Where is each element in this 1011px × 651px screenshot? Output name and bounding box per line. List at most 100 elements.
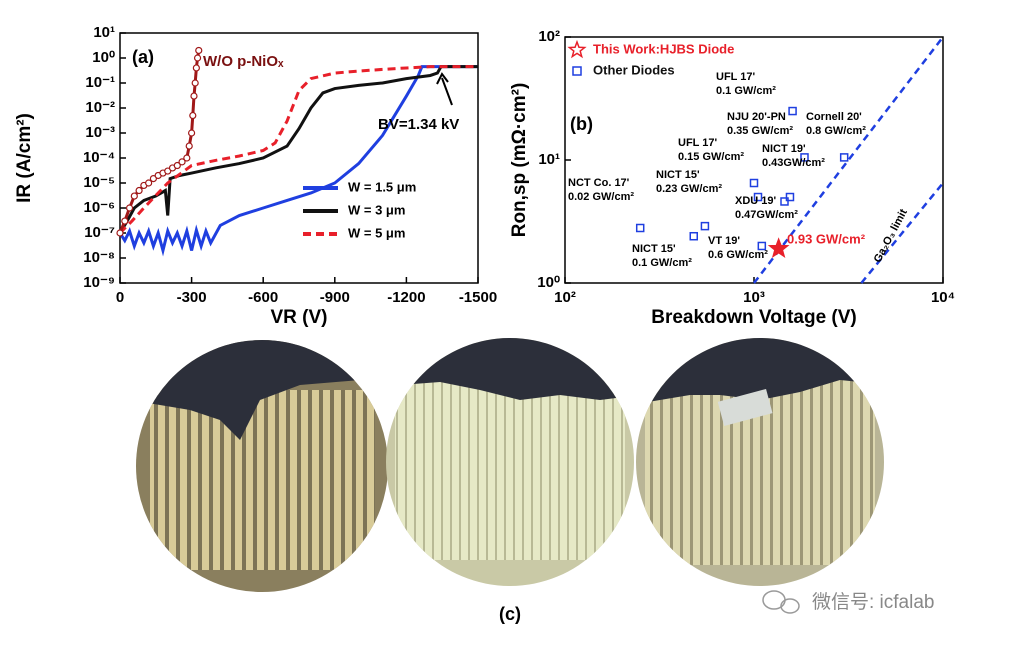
series-line xyxy=(118,65,478,235)
point xyxy=(193,54,202,62)
annotation: Cornell 20' xyxy=(806,111,862,123)
point xyxy=(125,204,134,212)
panel-label: (c) xyxy=(499,604,521,624)
legend-label: W = 1.5 μm xyxy=(348,179,416,194)
y-tick-label: 10⁻⁶ xyxy=(83,199,115,216)
x-tick-label: 10² xyxy=(554,289,576,306)
point xyxy=(191,79,199,87)
legend-label: W = 5 μm xyxy=(348,225,405,240)
annotation: NICT 15' xyxy=(632,243,676,255)
point xyxy=(130,192,138,200)
series-line xyxy=(118,65,478,234)
y-axis-label: Ron,sp (mΩ·cm²) xyxy=(509,83,530,238)
y-tick-label: 10⁻⁴ xyxy=(83,149,115,166)
annotation: 0.23 GW/cm² xyxy=(656,183,722,195)
y-axis-label: IR (A/cm²) xyxy=(14,113,35,203)
point xyxy=(757,241,767,251)
chart-line: 0 -300 -600 -900 -1200 -1500 10⁻⁹ 10⁻⁸ 10⁻⁷ 10⁻⁶ 1… xyxy=(14,24,497,328)
photo-2 xyxy=(386,338,634,586)
point xyxy=(689,231,699,241)
annotation: 0.43GW/cm² xyxy=(762,157,825,169)
point xyxy=(788,106,797,116)
point xyxy=(192,64,200,72)
y-tick-label: 10⁻³ xyxy=(85,124,115,141)
x-axis-label: VR (V) xyxy=(271,307,328,328)
x-axis-label: Breakdown Voltage (V) xyxy=(651,307,857,328)
x-tick-label: -1200 xyxy=(387,289,425,306)
x-tick-label: 10³ xyxy=(743,289,765,306)
annotation: VT 19' xyxy=(708,235,740,247)
y-tick-label: 10¹ xyxy=(538,151,560,168)
point xyxy=(767,237,790,258)
annotation: 0.47GW/cm² xyxy=(735,209,798,221)
annotation: 0.1 GW/cm² xyxy=(716,85,776,97)
annotation: 0.6 GW/cm² xyxy=(708,249,768,261)
series-line xyxy=(118,65,478,257)
point xyxy=(195,46,203,55)
annotation: NCT Co. 17' xyxy=(568,177,630,189)
photo-1 xyxy=(136,340,388,592)
point xyxy=(753,192,763,202)
point xyxy=(183,154,191,162)
x-tick-label: -300 xyxy=(177,289,207,306)
y-tick-label: 10⁰ xyxy=(92,49,115,66)
point xyxy=(780,197,789,206)
limit-line xyxy=(753,36,944,284)
point xyxy=(635,223,645,233)
point xyxy=(839,153,849,162)
point xyxy=(116,229,124,237)
point xyxy=(700,221,710,231)
annotation: 0.8 GW/cm² xyxy=(806,125,866,137)
annotation: NICT 15' xyxy=(656,169,700,181)
point xyxy=(189,111,197,120)
annotation: 0.93 GW/cm² xyxy=(787,231,866,246)
point xyxy=(188,129,196,137)
annotation: 0.1 GW/cm² xyxy=(632,257,692,269)
x-tick-label: 0 xyxy=(116,289,124,306)
legend-swatch xyxy=(567,39,587,59)
y-tick-label: 10⁻⁵ xyxy=(83,174,115,191)
point xyxy=(121,217,129,225)
panel-label: (b) xyxy=(570,114,593,134)
annotation: 0.02 GW/cm² xyxy=(568,191,634,203)
annotation: NJU 20'-PN xyxy=(727,111,786,123)
chart-scatter: 10² 10³ 10⁴ 10⁰ 10¹ 10² Breakdown Voltage (V) R… xyxy=(509,28,955,328)
annotation: NICT 19' xyxy=(762,143,806,155)
point xyxy=(800,153,809,162)
annotation: XDU 19' xyxy=(735,195,777,207)
point xyxy=(145,179,153,187)
y-tick-label: 10⁻⁷ xyxy=(84,224,115,241)
annotation: 0.35 GW/cm² xyxy=(727,125,793,137)
plot-frame xyxy=(119,32,479,284)
y-tick-label: 10¹ xyxy=(93,24,115,41)
legend-label: Other Diodes xyxy=(593,62,675,77)
watermark: 微信号: icfalab xyxy=(812,591,934,613)
legend-swatch xyxy=(572,66,582,76)
annotation: UFL 17' xyxy=(678,137,717,149)
annotation-arrow xyxy=(436,72,453,106)
point xyxy=(135,186,143,195)
point xyxy=(178,158,186,166)
annotation: W/O p-NiOₓ xyxy=(203,53,284,70)
y-tick-label: 10⁻² xyxy=(85,99,115,116)
photo-3 xyxy=(636,338,884,586)
y-tick-label: 10² xyxy=(538,28,560,45)
point xyxy=(785,192,795,202)
annotation: Ga₂O₃ limit xyxy=(872,207,910,265)
y-tick-label: 10⁻¹ xyxy=(85,74,115,91)
point xyxy=(185,142,193,150)
watermark-icon xyxy=(762,590,800,614)
limit-line xyxy=(860,182,944,284)
x-tick-label: -1500 xyxy=(459,289,497,306)
y-tick-label: 10⁻⁹ xyxy=(83,274,115,291)
point xyxy=(190,92,198,100)
legend-label: W = 3 μm xyxy=(348,202,405,217)
y-tick-label: 10⁰ xyxy=(537,274,560,291)
y-tick-label: 10⁻⁸ xyxy=(83,249,115,266)
x-tick-label: -900 xyxy=(320,289,350,306)
panel-label: (a) xyxy=(132,47,154,67)
annotation: BV=1.34 kV xyxy=(378,116,459,133)
legend-label: This Work:HJBS Diode xyxy=(593,41,734,56)
point xyxy=(749,178,759,188)
